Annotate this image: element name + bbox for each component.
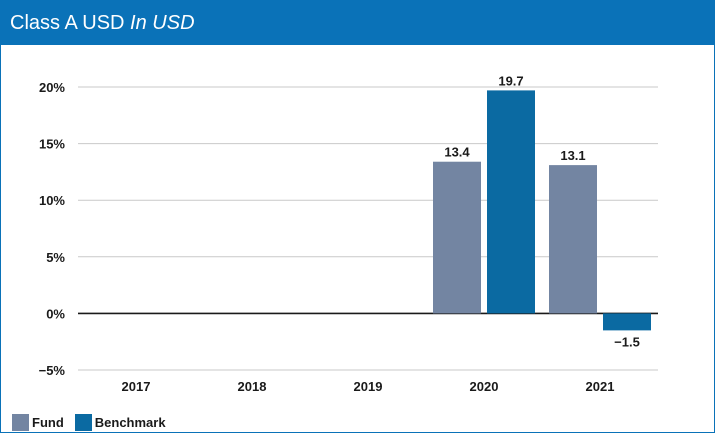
y-tick-label: 20% <box>39 80 65 95</box>
y-tick-label: 10% <box>39 193 65 208</box>
y-tick-label: 15% <box>39 137 65 152</box>
x-tick-label: 2018 <box>238 379 267 394</box>
bar-benchmark-2020 <box>487 90 535 314</box>
x-tick-label: 2020 <box>470 379 499 394</box>
legend-label-benchmark: Benchmark <box>94 414 166 430</box>
chart-subtitle: In USD <box>130 12 195 34</box>
y-tick-label: 0% <box>46 306 65 321</box>
bar-benchmark-2021 <box>603 313 651 331</box>
y-tick-label: −5% <box>39 363 66 378</box>
legend-swatch-fund <box>12 413 29 431</box>
x-tick-label: 2017 <box>122 379 151 394</box>
legend-swatch-benchmark <box>74 413 92 431</box>
y-tick-label: 5% <box>46 250 65 265</box>
x-tick-label: 2019 <box>354 379 383 394</box>
data-label: 19.7 <box>498 73 523 88</box>
data-label: −1.5 <box>614 334 640 349</box>
legend-label-fund: Fund <box>32 414 64 430</box>
data-label: 13.1 <box>560 148 585 163</box>
legend-item-fund: Fund <box>12 413 64 431</box>
bar-fund-2021 <box>549 165 597 314</box>
data-label: 13.4 <box>444 145 470 160</box>
bar-fund-2020 <box>433 161 481 314</box>
legend: Fund Benchmark <box>12 413 177 431</box>
chart-title: Class A USD <box>10 12 125 34</box>
chart-header: Class A USD In USD <box>1 1 714 45</box>
legend-item-benchmark: Benchmark <box>74 413 166 431</box>
x-tick-label: 2021 <box>586 379 615 394</box>
